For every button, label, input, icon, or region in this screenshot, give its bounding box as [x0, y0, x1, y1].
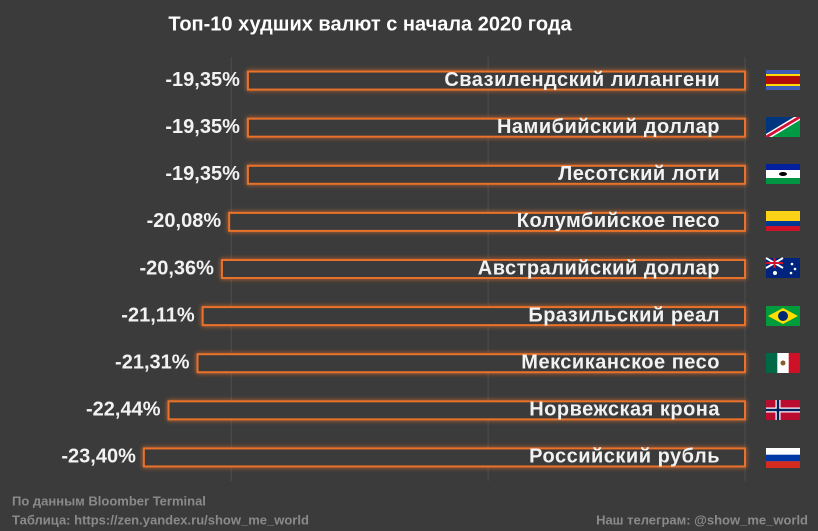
bar	[220, 259, 746, 279]
category-label: Норвежская крона	[529, 399, 720, 421]
value-label: -19,35%	[165, 163, 240, 185]
bar	[228, 211, 746, 232]
value-label: -19,35%	[165, 116, 240, 138]
table-link: Таблица: https://zen.yandex.ru/show_me_w…	[12, 512, 309, 527]
value-label: -19,35%	[165, 69, 240, 91]
value-label: -20,08%	[147, 210, 222, 232]
value-label: -22,44%	[86, 399, 161, 421]
category-label: Намибийский доллар	[497, 116, 720, 138]
category-label: Лесотский лоти	[558, 163, 720, 185]
telegram: Наш телеграм: @show_me_world	[596, 512, 808, 527]
bar	[142, 447, 747, 468]
bar	[167, 400, 747, 421]
category-label: Мексиканское песо	[521, 352, 720, 374]
source: По данным Bloomber Terminal	[12, 493, 206, 508]
bar	[246, 117, 746, 138]
category-label: Свазилендский лилангени	[444, 69, 720, 91]
flags	[765, 70, 800, 468]
value-label: -21,31%	[115, 352, 190, 374]
bar	[196, 353, 746, 374]
category-label: Российский рубль	[529, 446, 720, 468]
category-label: Австралийский доллар	[478, 257, 720, 279]
value-label: -23,40%	[61, 446, 136, 468]
bar	[201, 306, 746, 327]
category-label: Колумбийское песо	[517, 210, 720, 232]
value-label: -20,36%	[139, 257, 214, 279]
bar	[246, 70, 746, 91]
value-label: -21,11%	[121, 304, 195, 326]
category-label: Бразильский реал	[528, 304, 720, 326]
bar	[246, 164, 746, 185]
chart-title: Топ-10 худших валют с начала 2020 года	[168, 13, 572, 35]
